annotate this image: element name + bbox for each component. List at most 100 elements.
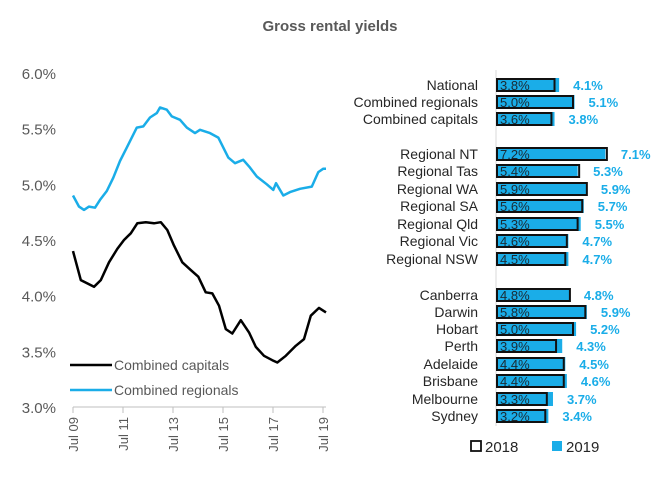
bar-2018-value-label: 5.4% — [500, 164, 530, 179]
bar-2019 — [496, 392, 553, 406]
bar-2019 — [496, 78, 560, 92]
legend-swatch-2019 — [552, 441, 562, 451]
bar-2019 — [496, 164, 578, 178]
bar-2018-value-label: 4.8% — [500, 288, 530, 303]
bar-2018 — [496, 305, 587, 319]
bar-2019 — [496, 339, 563, 353]
x-tick-label: Jul 15 — [216, 417, 231, 452]
bar-2018 — [496, 288, 571, 302]
bar-category-label: Combined regionals — [353, 94, 478, 110]
bar-2018 — [496, 322, 574, 336]
bar-2019 — [496, 288, 570, 302]
bar-category-label: Melbourne — [412, 391, 478, 407]
bar-2018 — [496, 112, 553, 126]
bar-category-label: Combined capitals — [363, 111, 478, 127]
x-tick-label: Jul 17 — [266, 417, 281, 452]
bar-2019 — [496, 147, 606, 161]
legend-label: Combined regionals — [114, 382, 239, 398]
chart-title: Gross rental yields — [262, 18, 398, 35]
bar-2018 — [496, 147, 608, 161]
bar-category-label: Regional SA — [400, 198, 478, 214]
y-tick-label: 3.0% — [22, 400, 56, 417]
bar-2018-value-label: 3.3% — [500, 392, 530, 407]
bar-2019 — [496, 217, 581, 231]
bar-2019 — [496, 409, 549, 423]
bar-2019-value-label: 4.6% — [581, 374, 611, 389]
bar-2019 — [496, 357, 566, 371]
bar-2018-value-label: 3.8% — [500, 78, 530, 93]
bar-2018 — [496, 182, 588, 196]
legend-label-2019: 2019 — [566, 439, 599, 456]
bar-category-label: Regional Qld — [397, 216, 478, 232]
bar-2018 — [496, 234, 568, 248]
bar-2019-value-label: 5.2% — [590, 322, 620, 337]
bar-category-label: Sydney — [431, 408, 478, 424]
y-tick-label: 4.0% — [22, 289, 56, 306]
bar-category-label: Darwin — [434, 304, 478, 320]
bar-2019-value-label: 5.1% — [589, 95, 619, 110]
bar-category-label: Hobart — [436, 321, 478, 337]
bar-2018-value-label: 5.0% — [500, 322, 530, 337]
bar-2019-value-label: 3.4% — [562, 409, 592, 424]
bar-category-label: Regional WA — [397, 181, 479, 197]
x-tick-label: Jul 19 — [316, 417, 331, 452]
bar-2019-value-label: 4.3% — [576, 339, 606, 354]
bar-2019 — [496, 182, 587, 196]
bar-2019-value-label: 5.5% — [595, 217, 625, 232]
series-line-combined-capitals — [71, 220, 327, 364]
bar-2018 — [496, 357, 565, 371]
bar-2018-value-label: 4.4% — [500, 357, 530, 372]
bar-category-label: Adelaide — [424, 356, 479, 372]
bar-category-label: Regional Tas — [397, 163, 478, 179]
bar-category-label: Regional NT — [400, 146, 478, 162]
y-tick-label: 3.5% — [22, 344, 56, 361]
y-tick-label: 5.0% — [22, 177, 56, 194]
y-tick-label: 6.0% — [22, 66, 56, 83]
bar-2019-value-label: 5.3% — [593, 164, 623, 179]
bar-2019-value-label: 5.7% — [598, 199, 628, 214]
bar-2018-value-label: 4.4% — [500, 374, 530, 389]
bar-2019-value-label: 4.7% — [582, 234, 612, 249]
x-tick-label: Jul 09 — [66, 417, 81, 452]
bar-2018-value-label: 3.6% — [500, 112, 530, 127]
bar-2019 — [496, 252, 569, 266]
bar-2018 — [496, 392, 548, 406]
bar-category-label: Perth — [445, 338, 478, 354]
bar-2019-value-label: 5.9% — [601, 182, 631, 197]
bar-category-label: Brisbane — [423, 373, 478, 389]
bar-2019 — [496, 374, 567, 388]
bar-2019 — [496, 199, 584, 213]
bar-2019 — [496, 95, 575, 109]
bar-2019 — [496, 234, 569, 248]
bar-2019-value-label: 4.1% — [573, 78, 603, 93]
bar-2018 — [496, 95, 574, 109]
y-tick-label: 5.5% — [22, 122, 56, 139]
y-tick-label: 4.5% — [22, 233, 56, 250]
legend-swatch-2018 — [470, 440, 482, 452]
bar-2018 — [496, 252, 567, 266]
bar-2018-value-label: 5.0% — [500, 95, 530, 110]
bar-2019-value-label: 3.8% — [569, 112, 599, 127]
bar-2018 — [496, 164, 581, 178]
bar-2018 — [496, 374, 565, 388]
bar-2018-value-label: 3.9% — [500, 339, 530, 354]
x-tick-label: Jul 13 — [166, 417, 181, 452]
x-tick-label: Jul 11 — [116, 417, 131, 451]
bar-category-label: Regional Vic — [400, 233, 478, 249]
bar-2018-value-label: 4.5% — [500, 252, 530, 267]
bar-2019 — [496, 112, 555, 126]
bar-2018 — [496, 199, 584, 213]
bar-2019-value-label: 7.1% — [621, 147, 651, 162]
bar-2018-value-label: 5.6% — [500, 199, 530, 214]
legend-label-2018: 2018 — [485, 439, 518, 456]
bar-2018-value-label: 7.2% — [500, 147, 530, 162]
bar-category-label: Canberra — [420, 287, 479, 303]
legend-label: Combined capitals — [114, 357, 229, 373]
bar-2018 — [496, 339, 558, 353]
bar-2018-value-label: 3.2% — [500, 409, 530, 424]
bar-2018 — [496, 217, 579, 231]
bar-2018-value-label: 5.3% — [500, 217, 530, 232]
bar-2019 — [496, 322, 577, 336]
bar-2019-value-label: 4.8% — [584, 288, 614, 303]
